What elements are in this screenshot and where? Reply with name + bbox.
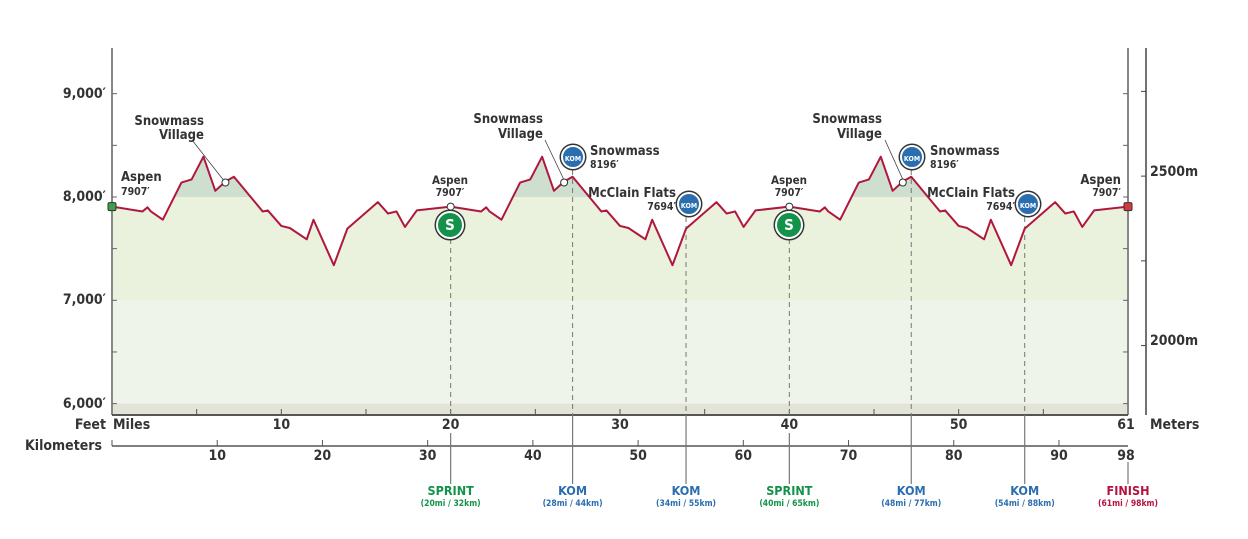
y-tick-label: 7,000′ [62, 292, 106, 308]
miles-tick-label: 20 [441, 417, 460, 433]
band-6000-7000 [112, 300, 1128, 404]
km-tick-label: 90 [1050, 448, 1068, 464]
km-tick-label: 20 [313, 448, 332, 464]
snowmass-kom-label: Snowmass [930, 144, 1000, 159]
village-label: Snowmass [812, 112, 882, 127]
kom-marker-detail: (34mi / 55km) [656, 499, 717, 509]
finish-elevation-label: 7907′ [1092, 187, 1121, 199]
kom-marker-label: KOM [671, 483, 701, 498]
start-city-label: Aspen [121, 170, 162, 185]
village-point-marker [560, 178, 569, 187]
sprint-marker-label: SPRINT [766, 483, 813, 498]
kom-marker-label: KOM [1010, 483, 1040, 498]
km-tick-label: 40 [524, 448, 542, 464]
miles-tick-label: 10 [272, 417, 291, 433]
band-above-8000 [112, 156, 1128, 197]
kom-marker-label: KOM [558, 483, 588, 498]
km-tick-label: 60 [734, 448, 753, 464]
mcclain-kom-elevation: 7694′ [647, 201, 676, 213]
finish-marker [1123, 202, 1133, 212]
finish-marker-detail: (61mi / 98km) [1097, 499, 1159, 509]
sprint-marker-label: SPRINT [427, 483, 474, 498]
sprint-marker-detail: (40mi / 65km) [759, 499, 820, 509]
kom-marker-label: KOM [896, 483, 926, 498]
village-leader-line [191, 139, 226, 183]
band-7000-8000 [112, 197, 1128, 301]
village-point-marker [221, 178, 230, 187]
x-axis-unit-miles: Miles [113, 417, 151, 433]
snowmass-kom-elevation: 8196′ [930, 159, 959, 171]
finish-city-label: Aspen [1080, 173, 1121, 188]
miles-tick-label: 50 [949, 417, 968, 433]
snowmass-kom-elevation: 8196′ [590, 159, 619, 171]
km-tick-label: 98 [1117, 448, 1135, 464]
mcclain-kom-label: McClain Flats [927, 186, 1015, 201]
miles-tick-label: 40 [780, 417, 799, 433]
y-tick-label: 6,000′ [62, 396, 106, 412]
y-tick-label: 9,000′ [62, 86, 106, 102]
y2-tick-label: 2000m [1150, 333, 1199, 349]
kom-badge-icon: KOM [677, 192, 701, 216]
aspen-point-marker [446, 202, 455, 211]
village-label: Village [158, 128, 204, 143]
y2-axis-unit-meters: Meters [1150, 417, 1200, 433]
km-tick-label: 30 [418, 448, 437, 464]
y-axis-unit-feet: Feet [74, 417, 106, 433]
sprint-badge-icon: S [436, 211, 464, 239]
mcclain-kom-label: McClain Flats [588, 186, 676, 201]
profile-line [111, 155, 1129, 267]
village-leader-line [884, 139, 905, 183]
kom-marker-detail: (54mi / 88km) [994, 499, 1055, 509]
kom-marker-detail: (28mi / 44km) [542, 499, 603, 509]
aspen-label: Aspen [432, 173, 468, 187]
km-tick-label: 10 [208, 448, 226, 464]
miles-tick-label: 30 [611, 417, 629, 433]
village-leader-line [544, 139, 566, 183]
x2-axis-unit-km: Kilometers [25, 438, 102, 454]
km-tick-label: 80 [944, 448, 963, 464]
kom-marker-detail: (48mi / 77km) [881, 499, 942, 509]
sprint-badge-icon: S [775, 211, 803, 239]
aspen-label: Aspen [771, 173, 807, 187]
aspen-point-marker [785, 202, 794, 211]
start-elevation-label: 7907′ [121, 186, 150, 198]
start-marker [107, 202, 117, 212]
km-tick-label: 50 [629, 448, 647, 464]
village-point-marker [898, 178, 907, 187]
km-tick-label: 70 [839, 448, 858, 464]
village-label: Snowmass [134, 114, 204, 129]
mcclain-kom-elevation: 7694′ [986, 201, 1015, 213]
kom-badge-icon: KOM [1016, 192, 1040, 216]
area-fill [112, 156, 1128, 415]
kom-badge-icon: KOM [900, 145, 924, 169]
village-label: Snowmass [473, 112, 543, 127]
miles-tick-label: 61 [1117, 417, 1135, 433]
y2-tick-label: 2500m [1150, 164, 1199, 180]
finish-marker-label: FINISH [1106, 483, 1150, 498]
y-tick-label: 8,000′ [62, 189, 106, 205]
village-label: Village [836, 127, 882, 142]
sprint-marker-detail: (20mi / 32km) [420, 499, 481, 509]
kom-badge-icon: KOM [561, 145, 585, 169]
snowmass-kom-label: Snowmass [590, 144, 660, 159]
aspen-elevation: 7907′ [774, 187, 804, 199]
aspen-elevation: 7907′ [435, 187, 465, 199]
village-label: Village [497, 127, 543, 142]
